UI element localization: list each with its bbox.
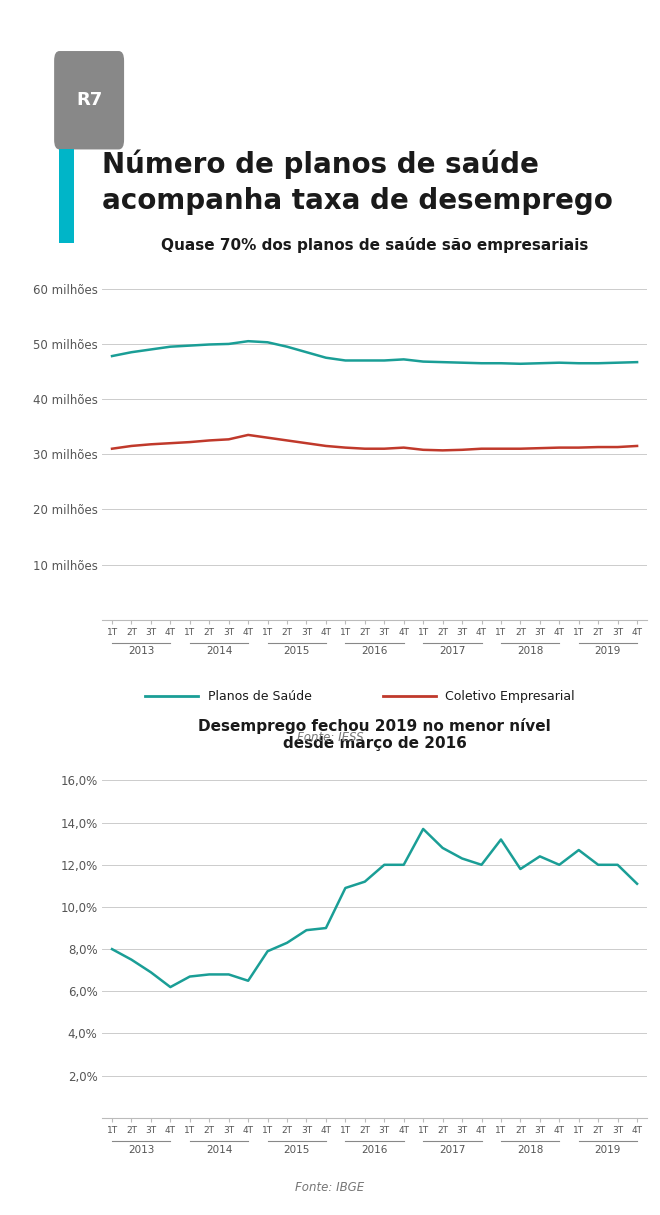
Text: 2013: 2013 <box>128 646 154 656</box>
Text: 4T: 4T <box>165 628 176 637</box>
Text: 2T: 2T <box>126 1126 137 1135</box>
Text: 1T: 1T <box>262 628 273 637</box>
Text: 4T: 4T <box>165 1126 176 1135</box>
Text: 4T: 4T <box>398 628 409 637</box>
Text: 3T: 3T <box>612 628 623 637</box>
Text: 1T: 1T <box>573 1126 584 1135</box>
Text: Fonte: IBGE: Fonte: IBGE <box>296 1181 364 1194</box>
Text: 4T: 4T <box>476 1126 487 1135</box>
Text: 1T: 1T <box>184 628 195 637</box>
Text: 4T: 4T <box>554 1126 565 1135</box>
Text: 4T: 4T <box>476 628 487 637</box>
Text: 2T: 2T <box>282 628 292 637</box>
Text: 2013: 2013 <box>128 1145 154 1154</box>
Text: 1T: 1T <box>184 1126 195 1135</box>
Text: 2018: 2018 <box>517 646 543 656</box>
Text: 1T: 1T <box>340 628 351 637</box>
Text: 4T: 4T <box>243 628 253 637</box>
Text: 4T: 4T <box>632 628 643 637</box>
Text: 2T: 2T <box>593 628 604 637</box>
Text: 2T: 2T <box>437 1126 448 1135</box>
Text: 3T: 3T <box>379 628 390 637</box>
Text: 2014: 2014 <box>206 1145 232 1154</box>
Text: 2T: 2T <box>282 1126 292 1135</box>
Text: 2014: 2014 <box>206 646 232 656</box>
Text: 2017: 2017 <box>439 1145 465 1154</box>
Text: 3T: 3T <box>301 1126 312 1135</box>
Text: 2T: 2T <box>204 628 214 637</box>
Text: 3T: 3T <box>612 1126 623 1135</box>
Text: 4T: 4T <box>398 1126 409 1135</box>
Text: Planos de Saúde: Planos de Saúde <box>208 690 312 703</box>
Text: Número de planos de saúde
acompanha taxa de desemprego: Número de planos de saúde acompanha taxa… <box>102 149 613 215</box>
Text: 2017: 2017 <box>439 646 465 656</box>
Text: 1T: 1T <box>418 1126 429 1135</box>
Text: 4T: 4T <box>632 1126 643 1135</box>
Text: 1T: 1T <box>340 1126 351 1135</box>
Text: R7: R7 <box>76 91 102 109</box>
Text: 3T: 3T <box>223 1126 234 1135</box>
Text: 4T: 4T <box>321 628 331 637</box>
Title: Quase 70% dos planos de saúde são empresariais: Quase 70% dos planos de saúde são empres… <box>161 237 588 253</box>
Text: 2019: 2019 <box>595 646 621 656</box>
Text: 3T: 3T <box>379 1126 390 1135</box>
Text: 3T: 3T <box>301 628 312 637</box>
Text: 2015: 2015 <box>284 646 310 656</box>
Text: 1T: 1T <box>573 628 584 637</box>
Text: 2T: 2T <box>515 1126 526 1135</box>
Text: 3T: 3T <box>457 628 468 637</box>
Text: 2016: 2016 <box>362 1145 387 1154</box>
Text: 3T: 3T <box>535 628 545 637</box>
Text: 2016: 2016 <box>362 646 387 656</box>
Text: 4T: 4T <box>243 1126 253 1135</box>
Text: Coletivo Empresarial: Coletivo Empresarial <box>446 690 575 703</box>
Text: 3T: 3T <box>457 1126 468 1135</box>
Text: 2019: 2019 <box>595 1145 621 1154</box>
Text: 2T: 2T <box>593 1126 604 1135</box>
Text: 1T: 1T <box>418 628 429 637</box>
Text: 2T: 2T <box>204 1126 214 1135</box>
Text: 1T: 1T <box>262 1126 273 1135</box>
Title: Desemprego fechou 2019 no menor nível
desde março de 2016: Desemprego fechou 2019 no menor nível de… <box>198 718 551 751</box>
Text: 3T: 3T <box>145 1126 156 1135</box>
Text: 2T: 2T <box>515 628 526 637</box>
Text: 1T: 1T <box>496 628 506 637</box>
Text: 2T: 2T <box>359 628 370 637</box>
Text: 2T: 2T <box>359 1126 370 1135</box>
Text: 2015: 2015 <box>284 1145 310 1154</box>
Text: 1T: 1T <box>496 1126 506 1135</box>
Text: 3T: 3T <box>145 628 156 637</box>
Text: 2018: 2018 <box>517 1145 543 1154</box>
Text: 4T: 4T <box>321 1126 331 1135</box>
Text: 4T: 4T <box>554 628 565 637</box>
Text: 1T: 1T <box>106 628 117 637</box>
Text: 3T: 3T <box>535 1126 545 1135</box>
Text: 2T: 2T <box>126 628 137 637</box>
Text: 3T: 3T <box>223 628 234 637</box>
Text: 2T: 2T <box>437 628 448 637</box>
Text: Fonte: IESS: Fonte: IESS <box>297 731 363 744</box>
Text: 1T: 1T <box>106 1126 117 1135</box>
